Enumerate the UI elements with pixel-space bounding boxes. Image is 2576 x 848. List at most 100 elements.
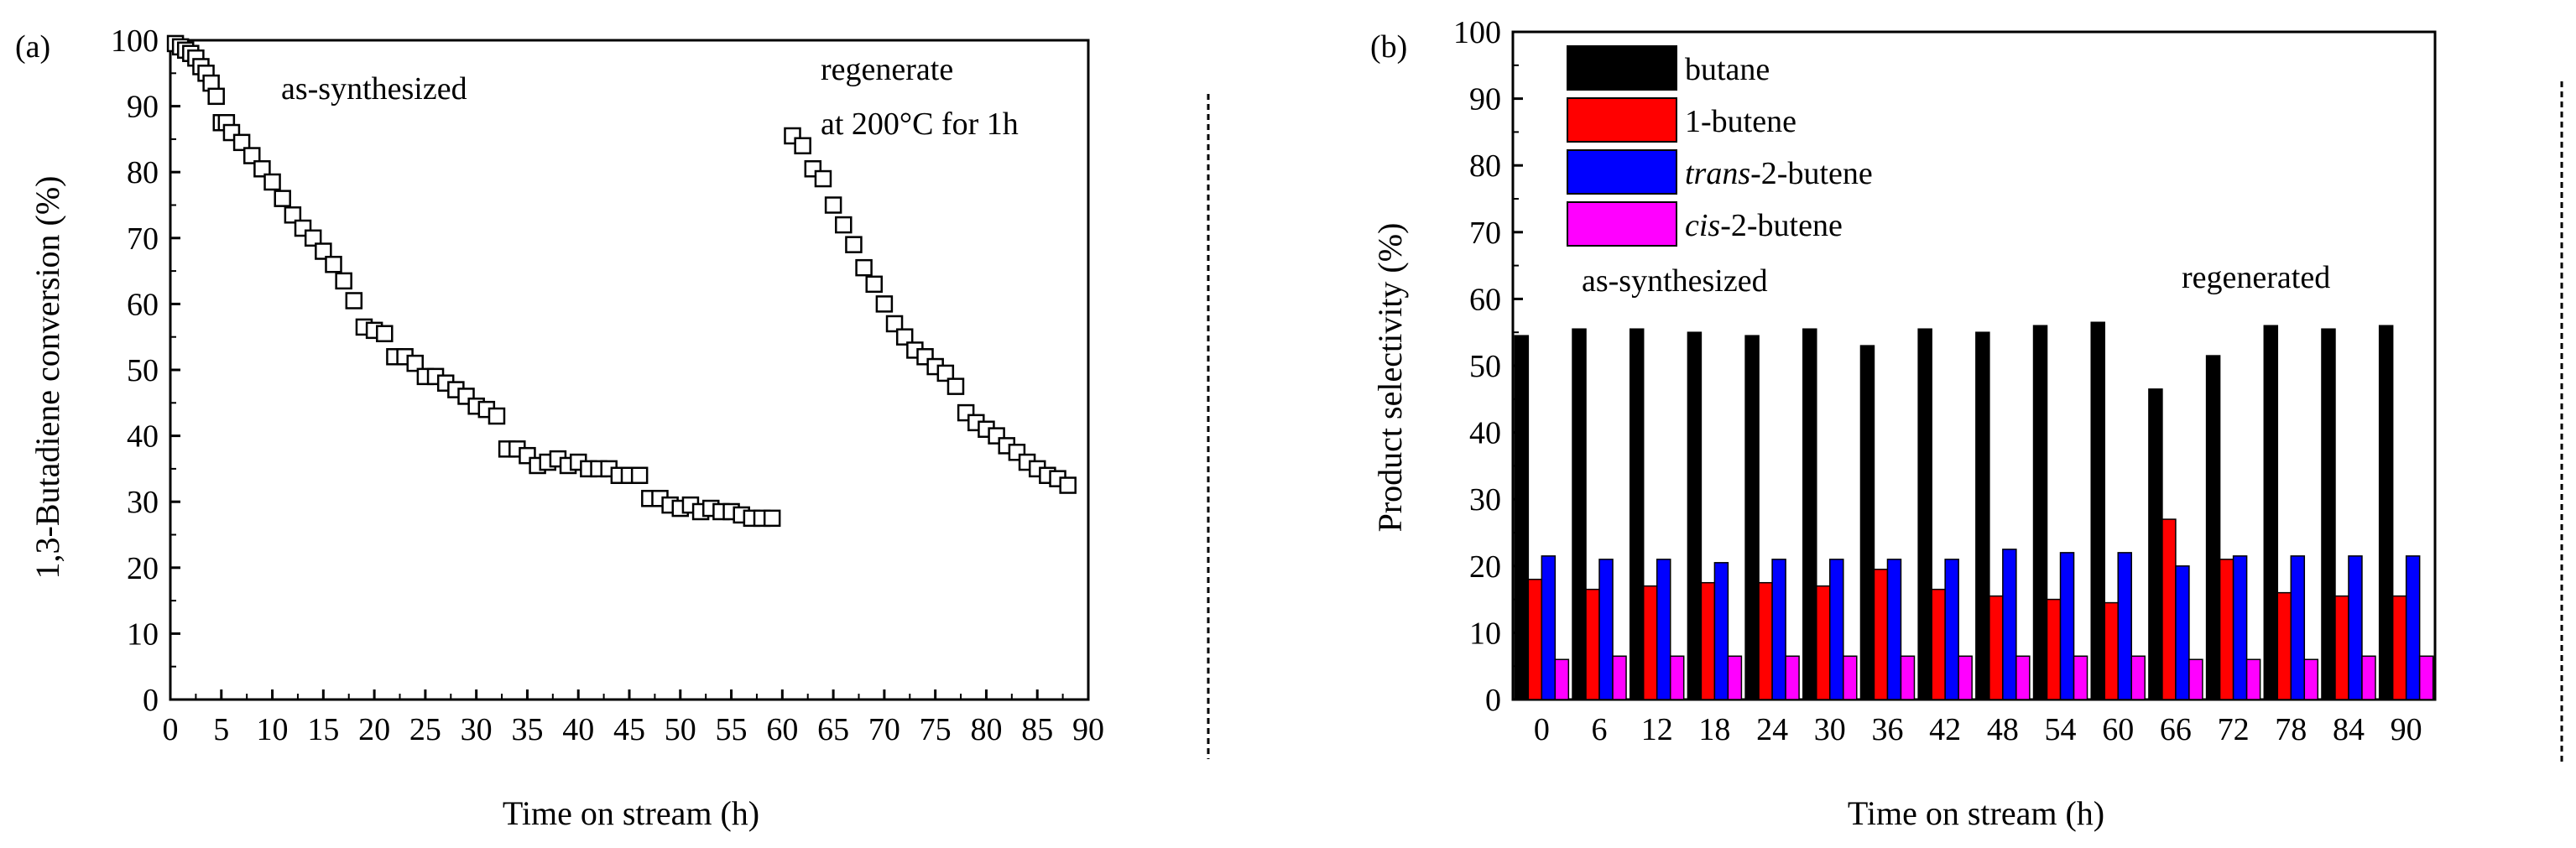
panel-b-legend-swatch <box>1567 97 1677 143</box>
panel-b-bar <box>2303 658 2319 700</box>
panel-b-bar <box>1727 655 1743 700</box>
panel-b-bar <box>1713 562 1729 700</box>
panel-b-x-tick-label: 90 <box>2391 712 2422 747</box>
panel-b-y-tick-label: 40 <box>1469 416 1501 451</box>
panel-b-bar <box>1816 585 1831 700</box>
panel-b-bar <box>1598 559 1614 700</box>
panel-a-y-tick-label: 50 <box>127 353 159 388</box>
panel-b-bar <box>1669 655 1685 700</box>
panel-a-x-tick-label: 5 <box>213 712 229 747</box>
panel-a-x-tick-label: 40 <box>562 712 594 747</box>
panel-a-y-tick-label: 80 <box>127 155 159 190</box>
panel-b-x-tick-label: 18 <box>1698 712 1730 747</box>
panel-a-data-point <box>274 190 291 207</box>
panel-b-axes: 0 10 20 30 40 50 60 70 80 90 100 0 6 12 18 24 30 36 42 48 54… <box>1453 15 2437 747</box>
panel-a-x-tick-label: 0 <box>163 712 179 747</box>
panel-b-legend-label: trans-2-butene <box>1685 156 1873 191</box>
panel-a-y-tick-label: 30 <box>127 485 159 520</box>
panel-b-bar <box>2276 591 2292 700</box>
panel-a-x-axis-title: Time on stream (h) <box>503 794 759 832</box>
panel-b-bar <box>1656 559 1671 700</box>
panel-b-bar <box>2002 549 2017 700</box>
panel-b-legend-label: butane <box>1685 52 1770 87</box>
panel-a-annotation-regen-conditions: at 200°C for 1h <box>821 107 1019 142</box>
panel-a-y-tick-label: 10 <box>127 616 159 652</box>
panel-b-bar <box>2378 325 2394 700</box>
panel-b-bar <box>2117 552 2132 700</box>
panel-b-bar <box>1859 345 1875 700</box>
panel-b-y-tick-label: 20 <box>1469 549 1501 585</box>
panel-b-x-tick-label: 36 <box>1871 712 1903 747</box>
panel-a-data-point <box>946 377 965 395</box>
panel-b-x-tick-label: 54 <box>2045 712 2077 747</box>
panel-b-bar <box>1900 655 1916 700</box>
panel-b-bar <box>1917 328 1932 700</box>
panel-b-x-tick-label: 6 <box>1592 712 1608 747</box>
panel-b-annotation-as-synthesized: as-synthesized <box>1582 263 1768 299</box>
panel-a-x-tick-label: 85 <box>1021 712 1053 747</box>
panel-b-bar <box>2348 555 2363 700</box>
panel-b-bar <box>1758 581 1773 700</box>
panel-a-data-point <box>242 147 261 164</box>
panel-b-legend-label: cis-2-butene <box>1685 208 1843 243</box>
panel-b-bar <box>1700 581 1716 700</box>
panel-b-y-tick-label: 60 <box>1469 282 1501 317</box>
panel-b-bar <box>2059 552 2075 700</box>
panel-b-bar <box>1541 555 1557 700</box>
panel-a-x-tick-label: 30 <box>461 712 493 747</box>
panel-a-data-point <box>284 206 302 224</box>
panel-a-data-point <box>304 229 322 247</box>
panel-b-bar <box>2130 655 2146 700</box>
panel-b-y-tick-label: 10 <box>1469 616 1501 651</box>
panel-a-data-point <box>335 272 352 290</box>
panel-b-bar <box>2334 595 2349 700</box>
panel-b-bar <box>2073 655 2088 700</box>
panel-b-legend-swatch <box>1567 201 1677 247</box>
panel-b-legend-label: 1-butene <box>1685 104 1796 139</box>
panel-a-data-point <box>232 133 251 152</box>
panel-b-bar <box>1975 331 1990 700</box>
panel-b-bar <box>2321 328 2336 700</box>
panel-a-data-point <box>406 354 424 372</box>
panel-a-annotation-as-synthesized: as-synthesized <box>281 71 467 107</box>
panel-a-y-tick-label: 20 <box>127 551 159 586</box>
panel-a-data-point <box>1059 476 1077 494</box>
panel-b-bar <box>2188 658 2203 700</box>
panel-b-legend-swatch <box>1567 149 1677 195</box>
panel-b-bar <box>1585 588 1600 700</box>
panel-b-bar <box>1886 559 1902 700</box>
panel-a-x-tick-label: 50 <box>665 712 696 747</box>
panel-b-bar <box>1944 559 1959 700</box>
panel-b-bar <box>1687 331 1703 700</box>
panel-a-axes: 0 5 10 15 20 25 30 35 40 45 50 55 60 65 70 75 80 85 900102… <box>111 23 1104 747</box>
panel-b-bar <box>1771 559 1786 700</box>
panel-a-data-point <box>835 216 853 234</box>
panel-b-bar <box>1873 569 1889 700</box>
panel-b-y-tick-label: 100 <box>1453 15 1501 50</box>
panel-a-y-tick-label: 60 <box>127 287 159 322</box>
panel-a-y-tick-label: 40 <box>127 419 159 455</box>
panel-a-data-point <box>895 328 914 346</box>
panel-a-data-point <box>345 292 363 310</box>
panel-b-bar <box>2361 655 2376 700</box>
panel-a-data-point <box>855 258 873 277</box>
panel-a-data-point <box>207 87 225 106</box>
panel-a-data-point <box>630 466 649 485</box>
panel-b-bars <box>1514 321 2434 700</box>
panel-b-bar <box>2219 559 2234 700</box>
panel-b-bar <box>2161 518 2177 700</box>
panel-b-bar <box>1931 588 1946 700</box>
panel-a-x-tick-label: 15 <box>307 712 339 747</box>
panel-b-label: (b) <box>1370 29 1407 65</box>
panel-a-x-tick-label: 90 <box>1072 712 1104 747</box>
panel-b-bar <box>2245 658 2261 700</box>
panel-a-data-point <box>865 275 883 294</box>
panel-b-bar <box>1744 335 1760 700</box>
panel-a-x-tick-label: 55 <box>716 712 748 747</box>
panel-a-data-point <box>875 295 894 313</box>
panel-a-x-tick-label: 70 <box>868 712 900 747</box>
panel-a-x-tick-label: 80 <box>970 712 1002 747</box>
panel-b-x-tick-label: 24 <box>1756 712 1788 747</box>
panel-a-data-point <box>845 236 863 253</box>
panel-a-data-point <box>263 173 281 191</box>
